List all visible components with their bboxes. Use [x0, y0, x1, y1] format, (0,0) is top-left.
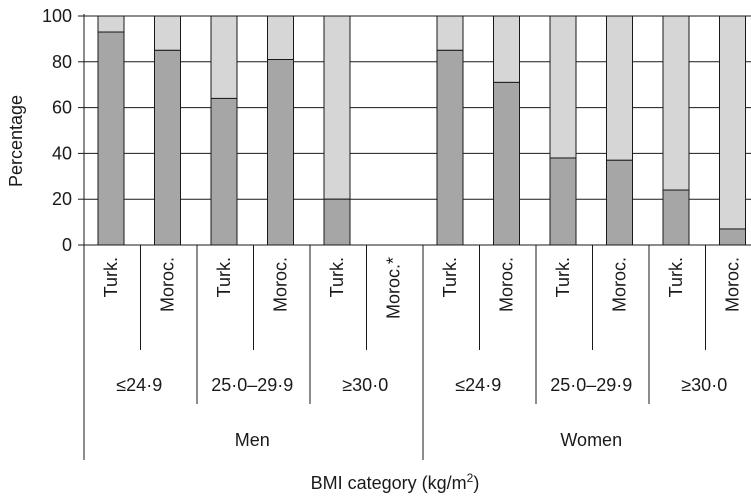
- sex-group-label: Women: [560, 430, 622, 450]
- y-tick-label: 100: [42, 6, 72, 26]
- bar-lower-segment: [154, 49, 181, 246]
- category-label: Turk.: [666, 257, 686, 297]
- category-label: Moroc.: [497, 257, 517, 312]
- bar-upper-segment: [436, 15, 464, 51]
- category-label: Moroc.: [723, 257, 743, 312]
- bar-lower-segment: [97, 31, 125, 246]
- bar-upper-segment: [493, 15, 520, 83]
- bars: [97, 15, 746, 246]
- bar-upper-segment: [719, 15, 746, 230]
- x-axis-title-main: BMI category (kg/m: [311, 473, 467, 493]
- category-label: Turk.: [327, 257, 347, 297]
- bmi-group-label: ≥30·0: [681, 375, 727, 395]
- bmi-group-label: ≥30·0: [342, 375, 388, 395]
- bar-lower-segment: [436, 49, 464, 246]
- bar-upper-segment: [210, 15, 238, 99]
- category-label: Turk.: [553, 257, 573, 297]
- grid-lines: [84, 15, 751, 200]
- y-tick-label: 0: [62, 235, 72, 255]
- axes: [78, 14, 751, 460]
- category-label: Moroc.: [271, 257, 291, 312]
- category-labels: Turk. Moroc. Turk. Moroc. Turk. Moroc.* Turk. M…: [101, 257, 743, 450]
- category-label: Moroc.: [610, 257, 630, 312]
- y-tick-labels: 0 20 40 60 80 100: [42, 6, 72, 255]
- bar-upper-segment: [267, 15, 294, 61]
- y-tick-label: 40: [52, 143, 72, 163]
- bar-upper-segment: [662, 15, 690, 191]
- bmi-group-label: 25·0–29·9: [550, 375, 632, 395]
- bmi-group-label: ≤24·9: [116, 375, 162, 395]
- bar-lower-segment: [549, 157, 577, 246]
- x-axis-title-superscript: 2: [467, 471, 474, 485]
- category-label: Turk.: [101, 257, 121, 297]
- bar-upper-segment: [323, 15, 351, 200]
- bar-upper-segment: [154, 15, 181, 51]
- category-label: Moroc.: [158, 257, 178, 312]
- y-tick-label: 20: [52, 189, 72, 209]
- y-axis-title: Percentage: [6, 95, 26, 187]
- sex-group-label: Men: [235, 430, 270, 450]
- x-axis-title-close: ): [473, 473, 479, 493]
- y-tick-label: 60: [52, 98, 72, 118]
- bar-lower-segment: [210, 97, 238, 246]
- bar-upper-segment: [549, 15, 577, 159]
- bar-upper-segment: [606, 15, 633, 161]
- y-tick-label: 80: [52, 52, 72, 72]
- bar-lower-segment: [606, 159, 633, 246]
- bmi-group-label: ≤24·9: [455, 375, 501, 395]
- x-axis-title: BMI category (kg/m2): [311, 471, 480, 493]
- bar-lower-segment: [493, 81, 520, 246]
- bar-upper-segment: [97, 15, 125, 33]
- bar-lower-segment: [267, 59, 294, 246]
- category-label: Turk.: [214, 257, 234, 297]
- bmi-group-label: 25·0–29·9: [211, 375, 293, 395]
- category-label: Turk.: [440, 257, 460, 297]
- bar-lower-segment: [323, 198, 351, 246]
- category-label: Moroc.*: [384, 257, 404, 319]
- bar-lower-segment: [719, 228, 746, 246]
- bar-lower-segment: [662, 189, 690, 246]
